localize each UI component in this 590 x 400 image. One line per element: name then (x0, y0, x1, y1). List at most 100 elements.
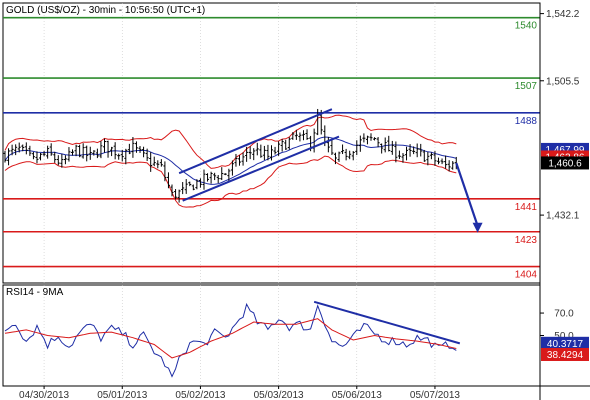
price-bar (202, 169, 206, 190)
price-bar (408, 144, 412, 157)
price-bar (362, 133, 366, 143)
price-bar (156, 160, 160, 169)
level-label-1423: 1423 (515, 235, 538, 246)
price-bar (81, 143, 85, 159)
x-tick-label: 05/06/2013 (332, 390, 382, 400)
rsi-badge-box (541, 347, 589, 361)
forecast-arrow-head (472, 222, 483, 233)
price-bar (376, 137, 380, 148)
price-bar (227, 168, 231, 182)
price-bar (369, 133, 373, 141)
price-bar (67, 147, 71, 162)
rsi-badge: 40.3717 (541, 336, 589, 350)
price-bar (195, 179, 199, 190)
price-bar (142, 146, 146, 158)
x-axis: 04/30/2013 05/01/2013 05/02/2013 05/03/2013… (3, 385, 590, 400)
price-chart-title: GOLD (US$/OZ) - 30min - 10:56:50 (UTC+1) (6, 5, 205, 16)
price-bar (17, 142, 21, 153)
price-bar (291, 132, 295, 140)
level-label-1404: 1404 (515, 270, 538, 281)
price-bar (120, 149, 124, 162)
price-bar (49, 143, 53, 156)
price-bar (213, 172, 217, 181)
price-bar (88, 146, 92, 160)
x-tick-label: 05/02/2013 (175, 390, 225, 400)
x-tick-label: 05/01/2013 (97, 390, 147, 400)
x-tick-label: 05/07/2013 (410, 390, 460, 400)
price-bar (380, 143, 384, 154)
x-tick-label: 05/03/2013 (254, 390, 304, 400)
price-bar (174, 189, 178, 200)
trendline-channel-upper (178, 108, 333, 175)
price-bar (110, 146, 114, 157)
level-label-1488: 1488 (515, 116, 538, 127)
price-bar (447, 160, 451, 172)
price-bar (412, 146, 416, 155)
price-bar (383, 137, 387, 153)
price-bar (42, 150, 46, 157)
price-badge-label: 1,460.6 (548, 158, 582, 169)
price-bar (437, 157, 441, 165)
price-bar (188, 181, 192, 187)
price-bar (333, 152, 337, 165)
rsi-y-tick-label: 70.0 (554, 309, 574, 320)
rsi-y-tick-label: 50.0 (554, 331, 574, 342)
price-bar (277, 141, 281, 156)
price-bar (348, 150, 352, 160)
price-bar (159, 159, 163, 167)
price-bar (85, 145, 89, 162)
level-label-1507: 1507 (515, 81, 538, 92)
price-bar (387, 135, 391, 152)
price-bar (14, 144, 18, 156)
rsi-badge-box (541, 336, 589, 350)
price-bar (358, 135, 362, 152)
price-bar (301, 130, 305, 141)
price-bar (397, 150, 401, 159)
rsi-badge-label: 40.3717 (547, 339, 584, 350)
price-bar (273, 146, 277, 155)
price-y-tick-label: 1,542.2 (546, 9, 580, 20)
price-bar (266, 144, 270, 161)
price-bar (56, 155, 60, 166)
price-bar (422, 149, 426, 162)
price-y-tick-label: 1,505.5 (546, 76, 580, 87)
price-bar (113, 142, 117, 160)
price-bar (131, 137, 135, 158)
price-bar (390, 140, 394, 155)
price-bar (216, 174, 220, 184)
price-bar (444, 155, 448, 169)
price-bar (24, 142, 28, 155)
price-bar (152, 156, 156, 167)
price-bar (238, 155, 242, 166)
price-badge-label: 1,467.99 (546, 145, 585, 156)
price-bar (305, 129, 309, 140)
price-bar (344, 148, 348, 161)
price-bar (21, 144, 25, 152)
price-bar (426, 151, 430, 166)
price-bar (60, 153, 64, 168)
price-bar (245, 146, 249, 162)
price-bar (134, 141, 138, 153)
price-bar (124, 148, 128, 165)
rsi-chart-title: RSI14 - 9MA (6, 287, 64, 298)
price-bar (440, 158, 444, 165)
price-bar (117, 153, 121, 160)
price-bar (287, 137, 291, 150)
price-bar (262, 145, 266, 161)
price-bar (184, 179, 188, 194)
price-bar (373, 137, 377, 141)
price-bar (198, 178, 202, 188)
price-bar (92, 150, 96, 156)
price-bar (351, 151, 355, 161)
price-bar (405, 146, 409, 161)
price-badge: 1,460.6 (541, 156, 589, 170)
price-bar (294, 129, 298, 140)
price-bar (28, 145, 32, 156)
price-bar (35, 151, 39, 164)
price-bar (10, 144, 14, 156)
price-y-tick-label: 1,432.1 (546, 211, 580, 222)
price-bar (209, 171, 213, 184)
price-bar (429, 152, 433, 160)
